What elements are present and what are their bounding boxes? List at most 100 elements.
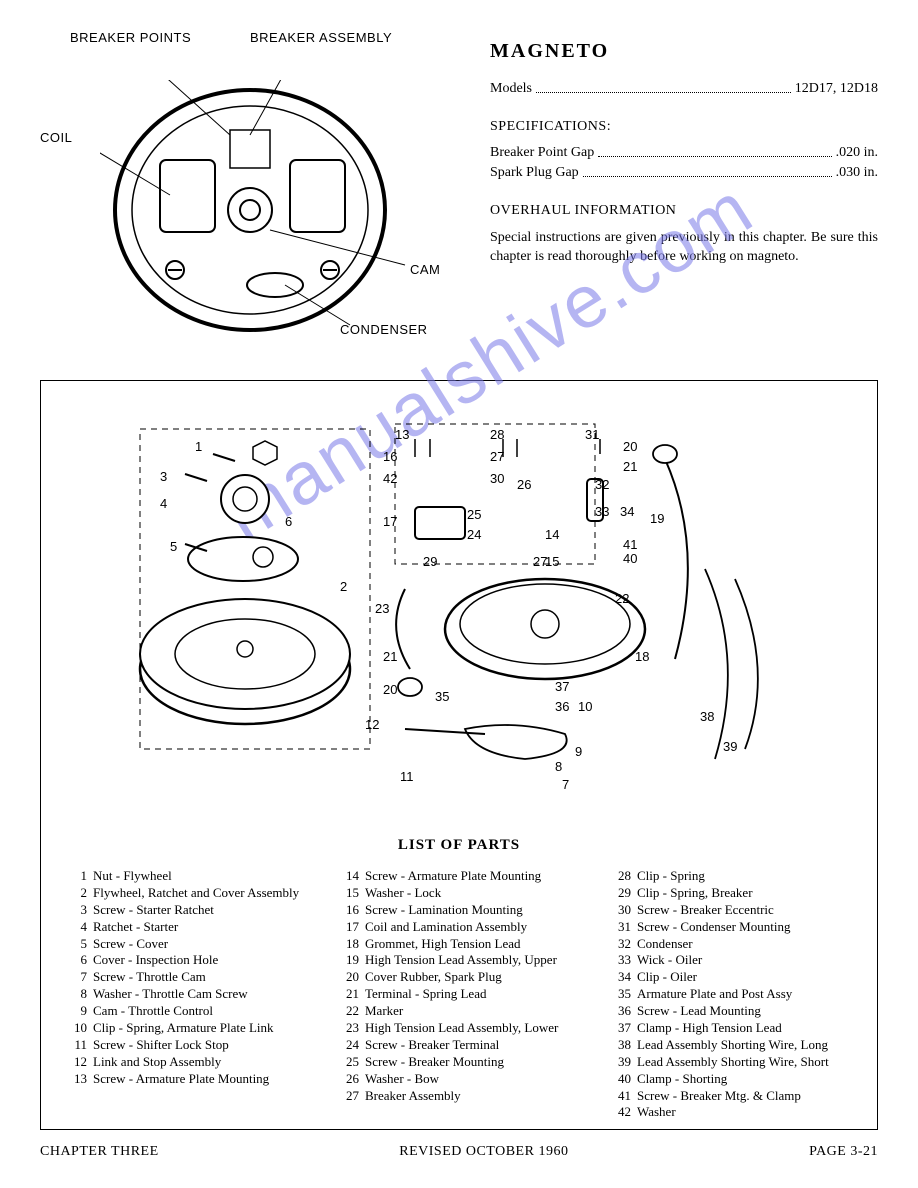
- part-number: 27: [337, 1088, 365, 1105]
- part-row: 23High Tension Lead Assembly, Lower: [337, 1020, 581, 1037]
- part-number: 18: [337, 936, 365, 953]
- part-name: Ratchet - Starter: [93, 919, 309, 936]
- part-row: 42Washer: [609, 1104, 853, 1121]
- callout-number: 24: [467, 527, 481, 542]
- part-name: Armature Plate and Post Assy: [637, 986, 853, 1003]
- part-name: Screw - Breaker Eccentric: [637, 902, 853, 919]
- callout-number: 40: [623, 551, 637, 566]
- part-number: 14: [337, 868, 365, 885]
- parts-column: 1Nut - Flywheel2Flywheel, Ratchet and Co…: [65, 868, 309, 1121]
- callout-number: 28: [490, 427, 504, 442]
- callout-number: 1: [195, 439, 202, 454]
- magneto-figure-region: BREAKER POINTS BREAKER ASSEMBLY COIL CAM…: [40, 30, 460, 360]
- part-row: 19High Tension Lead Assembly, Upper: [337, 952, 581, 969]
- callout-number: 27: [490, 449, 504, 464]
- part-number: 34: [609, 969, 637, 986]
- part-row: 33Wick - Oiler: [609, 952, 853, 969]
- exploded-diagram: [65, 399, 845, 819]
- part-row: 32Condenser: [609, 936, 853, 953]
- part-row: 30Screw - Breaker Eccentric: [609, 902, 853, 919]
- part-number: 29: [609, 885, 637, 902]
- callout-number: 39: [723, 739, 737, 754]
- part-row: 27Breaker Assembly: [337, 1088, 581, 1105]
- callout-number: 27: [533, 554, 547, 569]
- part-number: 25: [337, 1054, 365, 1071]
- part-number: 23: [337, 1020, 365, 1037]
- part-row: 11Screw - Shifter Lock Stop: [65, 1037, 309, 1054]
- part-row: 38Lead Assembly Shorting Wire, Long: [609, 1037, 853, 1054]
- part-name: Screw - Condenser Mounting: [637, 919, 853, 936]
- part-name: Cover Rubber, Spark Plug: [365, 969, 581, 986]
- callout-number: 4: [160, 496, 167, 511]
- callout-number: 18: [635, 649, 649, 664]
- part-name: Screw - Armature Plate Mounting: [365, 868, 581, 885]
- part-number: 31: [609, 919, 637, 936]
- part-row: 24Screw - Breaker Terminal: [337, 1037, 581, 1054]
- part-name: Grommet, High Tension Lead: [365, 936, 581, 953]
- part-row: 26Washer - Bow: [337, 1071, 581, 1088]
- part-row: 6Cover - Inspection Hole: [65, 952, 309, 969]
- callout-number: 29: [423, 554, 437, 569]
- callout-number: 7: [562, 777, 569, 792]
- part-row: 14Screw - Armature Plate Mounting: [337, 868, 581, 885]
- part-number: 9: [65, 1003, 93, 1020]
- part-name: Washer - Lock: [365, 885, 581, 902]
- callout-number: 17: [383, 514, 397, 529]
- part-name: Clamp - High Tension Lead: [637, 1020, 853, 1037]
- part-row: 21Terminal - Spring Lead: [337, 986, 581, 1003]
- callout-number: 38: [700, 709, 714, 724]
- footer-center: REVISED OCTOBER 1960: [399, 1144, 568, 1160]
- footer-right: PAGE 3-21: [809, 1144, 878, 1160]
- callout-number: 30: [490, 471, 504, 486]
- part-number: 40: [609, 1071, 637, 1088]
- part-name: Clip - Oiler: [637, 969, 853, 986]
- part-row: 28Clip - Spring: [609, 868, 853, 885]
- part-row: 2Flywheel, Ratchet and Cover Assembly: [65, 885, 309, 902]
- callout-number: 36: [555, 699, 569, 714]
- part-row: 12Link and Stop Assembly: [65, 1054, 309, 1071]
- part-number: 20: [337, 969, 365, 986]
- part-number: 41: [609, 1088, 637, 1105]
- page-title: MAGNETO: [490, 40, 878, 63]
- callout-number: 10: [578, 699, 592, 714]
- callout-number: 5: [170, 539, 177, 554]
- callout-number: 23: [375, 601, 389, 616]
- callout-number: 20: [383, 682, 397, 697]
- callout-number: 32: [595, 477, 609, 492]
- part-name: Washer - Throttle Cam Screw: [93, 986, 309, 1003]
- part-name: Screw - Shifter Lock Stop: [93, 1037, 309, 1054]
- callout-number: 37: [555, 679, 569, 694]
- part-name: High Tension Lead Assembly, Lower: [365, 1020, 581, 1037]
- part-row: 17Coil and Lamination Assembly: [337, 919, 581, 936]
- part-number: 42: [609, 1104, 637, 1121]
- part-row: 18Grommet, High Tension Lead: [337, 936, 581, 953]
- part-row: 7Screw - Throttle Cam: [65, 969, 309, 986]
- part-number: 24: [337, 1037, 365, 1054]
- part-number: 1: [65, 868, 93, 885]
- part-row: 37Clamp - High Tension Lead: [609, 1020, 853, 1037]
- callout-breaker-points: BREAKER POINTS: [70, 30, 191, 45]
- part-number: 10: [65, 1020, 93, 1037]
- part-number: 8: [65, 986, 93, 1003]
- part-number: 12: [65, 1054, 93, 1071]
- exploded-diagram-area: manualshive.com: [65, 399, 853, 829]
- callout-number: 12: [365, 717, 379, 732]
- part-name: High Tension Lead Assembly, Upper: [365, 952, 581, 969]
- part-name: Screw - Breaker Terminal: [365, 1037, 581, 1054]
- part-name: Screw - Throttle Cam: [93, 969, 309, 986]
- callout-number: 8: [555, 759, 562, 774]
- part-name: Screw - Cover: [93, 936, 309, 953]
- models-value: 12D17, 12D18: [795, 81, 878, 97]
- part-number: 36: [609, 1003, 637, 1020]
- part-name: Washer: [637, 1104, 853, 1121]
- part-row: 15Washer - Lock: [337, 885, 581, 902]
- callout-coil: COIL: [40, 130, 72, 145]
- parts-column: 14Screw - Armature Plate Mounting15Washe…: [337, 868, 581, 1121]
- part-name: Lead Assembly Shorting Wire, Short: [637, 1054, 853, 1071]
- magneto-diagram: [100, 80, 420, 360]
- callout-number: 35: [435, 689, 449, 704]
- callout-number: 2: [340, 579, 347, 594]
- part-number: 17: [337, 919, 365, 936]
- part-name: Clip - Spring, Breaker: [637, 885, 853, 902]
- part-name: Screw - Lamination Mounting: [365, 902, 581, 919]
